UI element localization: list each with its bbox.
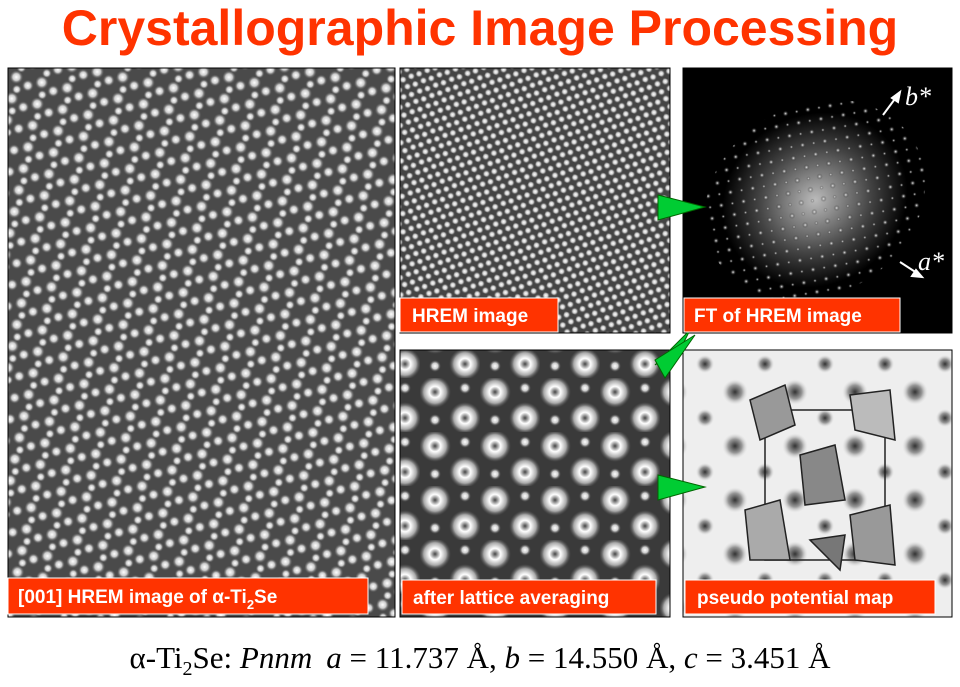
label-hrem: HREM image — [399, 297, 559, 333]
label-text: after lattice averaging — [413, 588, 609, 609]
title: Crystallographic Image Processing — [62, 0, 898, 56]
footer-param: c — [684, 640, 698, 675]
label-text: pseudo potential map — [697, 588, 893, 609]
hrem-large-image — [7, 67, 396, 618]
label-averaged: after lattice averaging — [401, 579, 657, 615]
label-text: FT of HREM image — [694, 306, 862, 327]
label-subscript: 2 — [247, 597, 254, 612]
label-text: [001] HREM image of α-Ti2Se — [18, 587, 277, 612]
footer-param: b — [504, 640, 520, 675]
footer-part: = 14.550 Å, — [520, 640, 684, 675]
footer-part: = 3.451 Å — [698, 640, 831, 675]
footer-subscript: 2 — [183, 658, 193, 680]
label-part: [001] HREM image of α-Ti — [18, 587, 247, 608]
averaged-image — [399, 349, 671, 618]
footer: α-Ti2Se: Pnnm a = 11.737 Å, b = 14.550 Å,… — [130, 640, 832, 680]
footer-part: α-Ti — [130, 640, 183, 675]
label-text: HREM image — [412, 306, 528, 327]
arrows — [654, 194, 707, 501]
footer-part: = 11.737 Å, — [342, 640, 505, 675]
label-potential: pseudo potential map — [684, 579, 936, 615]
ft-axes — [882, 89, 925, 279]
footer-part: Se: — [193, 640, 240, 675]
label-ft: FT of HREM image — [683, 297, 901, 333]
structure-overlay — [744, 383, 896, 572]
axis-label-b: b* — [905, 82, 931, 111]
footer-param: a — [326, 640, 342, 675]
footer-space-group: Pnnm — [239, 640, 312, 675]
ft-spots — [704, 99, 926, 301]
label-main: [001] HREM image of α-Ti2Se — [7, 577, 369, 615]
axis-label-a: a* — [918, 247, 944, 276]
hrem-image — [399, 67, 671, 334]
label-part: Se — [254, 587, 277, 608]
